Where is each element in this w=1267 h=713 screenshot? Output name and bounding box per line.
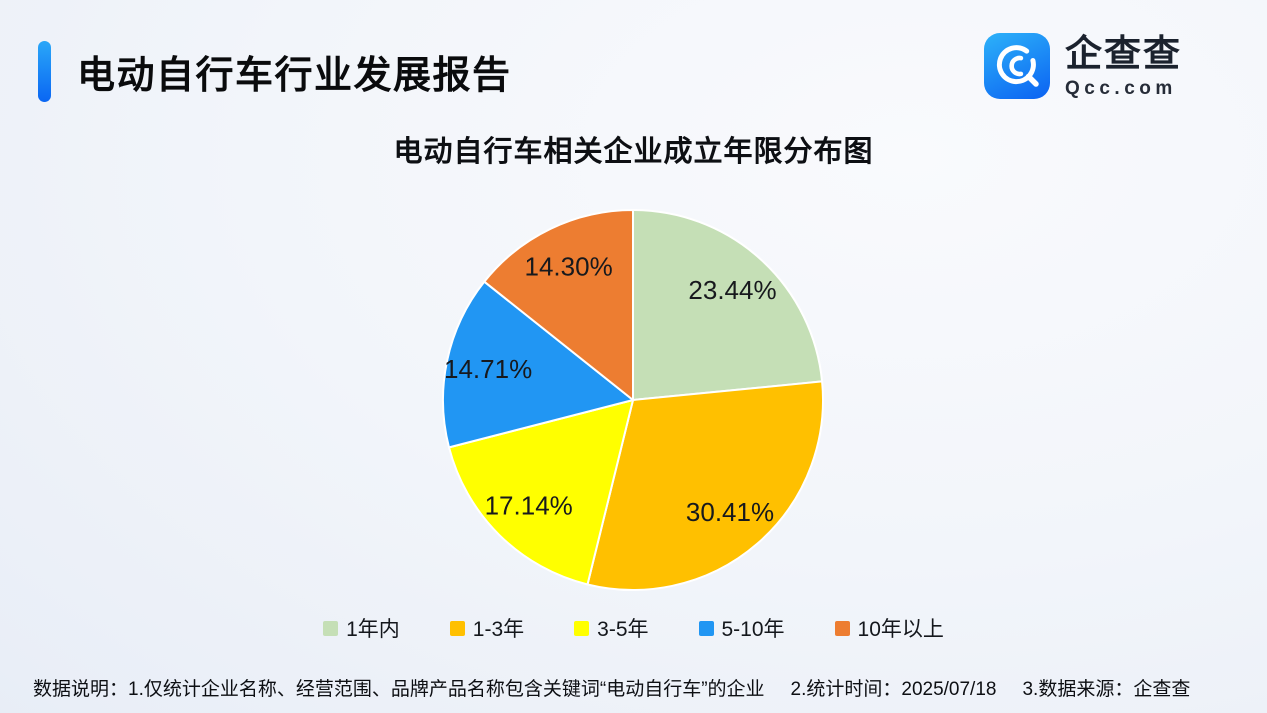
page-title: 电动自行车行业发展报告 bbox=[77, 55, 512, 97]
footer-note-item: 2.统计时间：2025/07/18 bbox=[790, 679, 997, 700]
qcc-logo: 企查查 Qcc.com bbox=[984, 33, 1182, 100]
legend-item-4: 10年以上 bbox=[834, 613, 944, 643]
pie-slice-label-1: 30.41% bbox=[686, 497, 774, 527]
footer-note-item: 3.数据来源：企查查 bbox=[1022, 679, 1191, 700]
legend-label: 1-3年 bbox=[472, 618, 525, 641]
legend-swatch-icon bbox=[834, 620, 850, 636]
legend-label: 10年以上 bbox=[857, 618, 944, 641]
legend-item-2: 3-5年 bbox=[574, 613, 649, 643]
pie-slice-label-0: 23.44% bbox=[688, 275, 776, 305]
footer-note-item: 1.仅统计企业名称、经营范围、品牌产品名称包含关键词“电动自行车”的企业 bbox=[128, 679, 765, 700]
legend-swatch-icon bbox=[449, 620, 465, 636]
legend-label: 3-5年 bbox=[597, 618, 649, 641]
pie-slice-0 bbox=[632, 209, 824, 401]
pie-chart: 23.44% 30.41% 17.14% 14.71% 14.30% bbox=[442, 209, 824, 592]
legend-item-0: 1年内 bbox=[323, 613, 400, 643]
pie-slice-4 bbox=[483, 209, 634, 401]
legend-swatch-icon bbox=[698, 620, 714, 636]
qcc-brand-name: 企查查 bbox=[1065, 33, 1182, 74]
legend-label: 5-10年 bbox=[721, 618, 785, 641]
chart-title: 电动自行车相关企业成立年限分布图 bbox=[393, 136, 874, 168]
chart-legend: 1年内 1-3年 3-5年 5-10年 10年以上 bbox=[0, 613, 1267, 643]
qcc-domain: Qcc.com bbox=[1065, 77, 1177, 99]
pie-slice-1 bbox=[586, 380, 824, 592]
legend-item-1: 1-3年 bbox=[449, 613, 525, 643]
pie-slice-3 bbox=[442, 280, 634, 449]
legend-label: 1年内 bbox=[346, 618, 400, 641]
pie-slice-2 bbox=[448, 399, 634, 586]
qcc-logo-text: 企查查 Qcc.com bbox=[1065, 33, 1182, 100]
footer-note: 数据说明： 1.仅统计企业名称、经营范围、品牌产品名称包含关键词“电动自行车”的… bbox=[33, 674, 1243, 701]
qcc-logo-icon bbox=[984, 33, 1050, 99]
pie-slice-label-4: 14.30% bbox=[525, 252, 613, 282]
magnifier-q-icon bbox=[996, 45, 1039, 87]
footer-label: 数据说明： bbox=[33, 679, 129, 700]
legend-item-3: 5-10年 bbox=[698, 613, 785, 643]
legend-swatch-icon bbox=[574, 620, 590, 636]
pie-slice-label-3: 14.71% bbox=[444, 354, 532, 384]
legend-swatch-icon bbox=[323, 620, 339, 636]
pie-slice-label-2: 17.14% bbox=[485, 490, 573, 520]
title-accent-bar bbox=[38, 41, 51, 102]
